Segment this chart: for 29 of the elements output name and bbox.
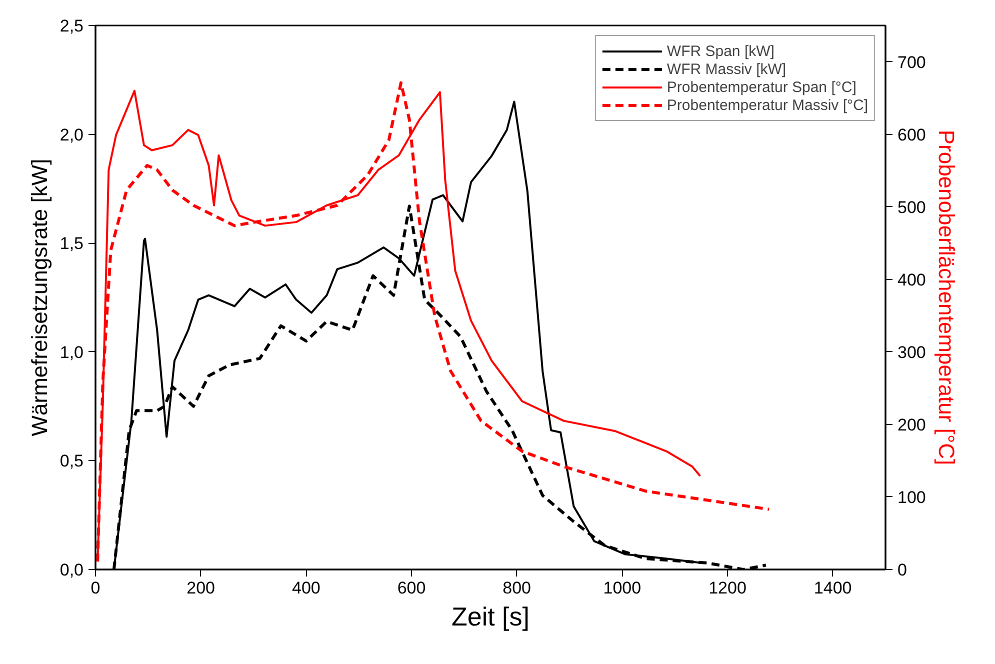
x-tick-label: 200 bbox=[186, 578, 216, 598]
y-tick-label: 0,0 bbox=[60, 560, 84, 580]
y2-tick-label: 700 bbox=[898, 52, 926, 72]
x-tick-label: 0 bbox=[90, 578, 100, 598]
legend-label: Probentemperatur Massiv [°C] bbox=[666, 96, 868, 114]
x-tick-label: 1200 bbox=[708, 578, 746, 598]
legend-label: WFR Span [kW] bbox=[666, 42, 774, 60]
y-tick-label: 1,0 bbox=[60, 342, 84, 362]
y-tick-label: 2,0 bbox=[60, 125, 84, 144]
y-axis-title: Wärmefreisetzungsrate [kW] bbox=[26, 158, 52, 436]
x-tick-label: 800 bbox=[502, 578, 532, 598]
y2-tick-label: 0 bbox=[898, 560, 907, 580]
y2-tick-label: 600 bbox=[898, 125, 926, 144]
x-tick-label: 1000 bbox=[603, 578, 642, 598]
y2-tick-label: 400 bbox=[898, 270, 926, 290]
y-tick-label: 0,5 bbox=[60, 452, 84, 471]
y-tick-label: 2,5 bbox=[60, 16, 84, 36]
x-tick-label: 1400 bbox=[814, 578, 852, 598]
y-tick-label: 1,5 bbox=[60, 234, 84, 254]
y2-tick-label: 100 bbox=[898, 488, 926, 507]
legend-label: Probentemperatur Span [°C] bbox=[666, 78, 856, 96]
y2-axis-title: Probenoberflächentemperatur [°C] bbox=[934, 130, 959, 466]
y2-tick-label: 500 bbox=[898, 198, 926, 217]
y2-tick-label: 300 bbox=[898, 342, 926, 362]
x-axis-title: Zeit [s] bbox=[451, 602, 530, 632]
x-tick-label: 600 bbox=[397, 578, 426, 598]
x-tick-label: 400 bbox=[292, 578, 320, 598]
y2-tick-label: 200 bbox=[898, 415, 926, 434]
legend-label: WFR Massiv [kW] bbox=[666, 60, 786, 78]
